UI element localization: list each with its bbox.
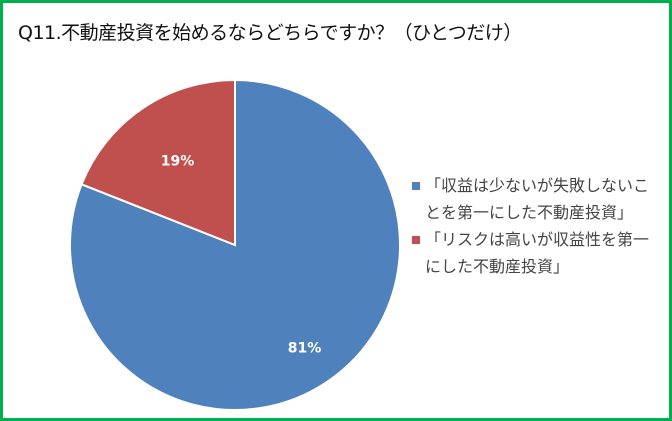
legend-label: 「リスクは高いが収益性を第一にした不動産投資」 — [425, 230, 650, 276]
data-label: 19% — [161, 153, 195, 169]
chart-title: Q11.不動産投資を始めるならどちらですか？（ひとつだけ） — [18, 22, 522, 44]
legend-swatch — [412, 236, 420, 244]
pie-slice — [80, 78, 236, 247]
legend-label: 「収益は少ないが失敗しないことを第一にした不動産投資」 — [425, 176, 650, 222]
pie-slice — [69, 78, 401, 411]
legend-swatch — [412, 182, 420, 190]
legend: 「収益は少ないが失敗しないことを第一にした不動産投資」 「リスクは高いが収益性を… — [412, 172, 650, 280]
data-label: 81% — [288, 340, 322, 356]
legend-item: 「リスクは高いが収益性を第一にした不動産投資」 — [412, 226, 650, 280]
legend-item: 「収益は少ないが失敗しないことを第一にした不動産投資」 — [412, 172, 650, 226]
